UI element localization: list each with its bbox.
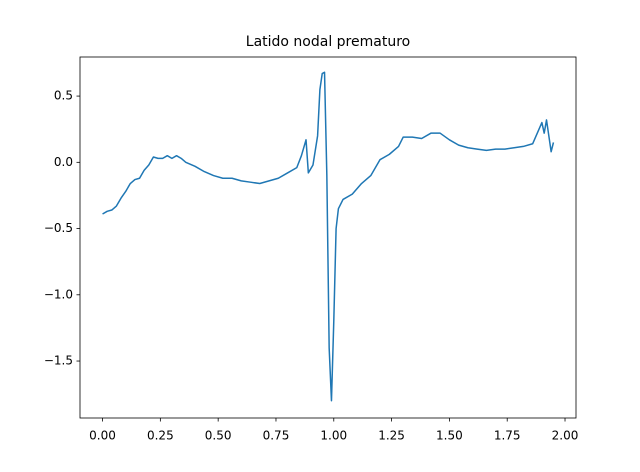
x-tick-label: 2.00 xyxy=(552,429,579,443)
line-series xyxy=(102,71,555,402)
x-tick-label: 0.50 xyxy=(205,429,232,443)
y-tick-label: −1.5 xyxy=(44,354,73,368)
x-tick-label: 1.00 xyxy=(320,429,347,443)
x-tick-label: 0.75 xyxy=(263,429,290,443)
y-tick-label: −0.5 xyxy=(44,221,73,235)
x-tick-label: 0.25 xyxy=(147,429,174,443)
y-tick-label: −1.0 xyxy=(44,287,73,301)
y-tick-label: 0.5 xyxy=(54,89,73,103)
y-tick-label: 0.0 xyxy=(54,155,73,169)
axes-frame xyxy=(79,56,577,419)
x-tick-label: 0.00 xyxy=(89,429,116,443)
x-tick-label: 1.50 xyxy=(436,429,463,443)
chart-title: Latido nodal prematuro xyxy=(246,34,410,50)
x-tick-label: 1.75 xyxy=(494,429,521,443)
x-tick-label: 1.25 xyxy=(378,429,405,443)
